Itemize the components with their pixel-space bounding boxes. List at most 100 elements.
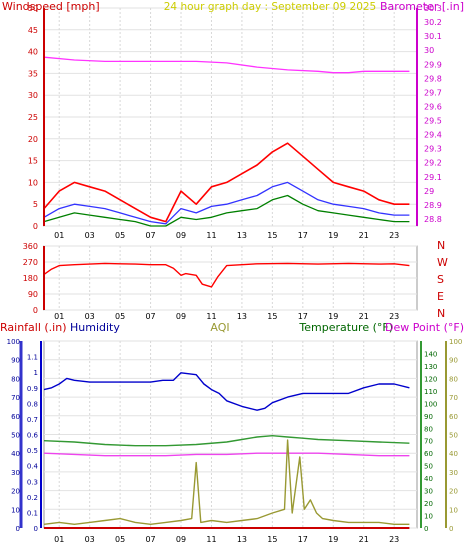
temperature-tick-label: 30 xyxy=(424,488,433,496)
rain-tick-label: 0.3 xyxy=(27,478,38,486)
windspeed-tick-label: 10 xyxy=(28,178,38,187)
chart-title: 24 hour graph day : September 09 2025 xyxy=(164,1,376,13)
temperature-tick-label: 140 xyxy=(424,350,437,358)
direction-tick-label: 360 xyxy=(23,242,38,251)
humidity-tick-label: 40 xyxy=(11,450,20,458)
barometer-tick-label: 29.4 xyxy=(424,131,442,140)
temperature-tick-label: 40 xyxy=(424,475,433,483)
x-tick-label: 09 xyxy=(176,535,186,544)
dew-point-line xyxy=(43,452,410,457)
windspeed-tick-label: 25 xyxy=(28,113,38,122)
aqi-tick-label: 70 xyxy=(449,394,458,402)
x-tick-label: 21 xyxy=(359,231,369,240)
aqi-tick-label: 60 xyxy=(449,413,458,421)
x-tick-label: 05 xyxy=(115,231,125,240)
gust-line xyxy=(43,142,410,223)
temperature-tick-label: 110 xyxy=(424,388,437,396)
x-tick-label: 11 xyxy=(206,312,216,321)
x-tick-label: 13 xyxy=(237,312,247,321)
x-tick-label: 17 xyxy=(298,231,308,240)
windspeed-tick-label: 50 xyxy=(28,4,38,13)
barometer-line xyxy=(43,56,410,74)
x-tick-label: 15 xyxy=(267,312,277,321)
aqi-tick-label: 100 xyxy=(449,338,462,346)
x-tick-label: 17 xyxy=(298,535,308,544)
rain-tick-label: 0 xyxy=(34,525,38,533)
aqi-tick-label: 50 xyxy=(449,432,458,440)
rain-tick-label: 1 xyxy=(34,369,38,377)
humidity-tick-label: 50 xyxy=(11,432,20,440)
windspeed-tick-label: 20 xyxy=(28,135,38,144)
x-tick-label: 03 xyxy=(85,231,95,240)
temperature-tick-label: 20 xyxy=(424,500,433,508)
windspeed-tick-label: 15 xyxy=(28,157,38,166)
barometer-tick-label: 29.9 xyxy=(424,60,442,69)
wind-direction-line xyxy=(43,262,410,288)
humidity-tick-label: 70 xyxy=(11,394,20,402)
temperature-axis-label: Temperature (°F) xyxy=(298,321,393,334)
aqi-tick-label: 10 xyxy=(449,506,458,514)
humidity-tick-label: 100 xyxy=(7,338,20,346)
x-tick-label: 23 xyxy=(389,231,399,240)
rain-tick-label: 0.1 xyxy=(27,509,38,517)
x-tick-label: 21 xyxy=(359,312,369,321)
direction-tick-label: 0 xyxy=(33,306,38,315)
compass-label: W xyxy=(437,256,448,269)
rain-tick-label: 0.6 xyxy=(27,432,39,440)
barometer-tick-label: 29 xyxy=(424,187,434,196)
x-tick-label: 23 xyxy=(389,535,399,544)
temperature-tick-label: 60 xyxy=(424,450,433,458)
barometer-tick-label: 28.9 xyxy=(424,201,442,210)
windspeed-tick-label: 5 xyxy=(33,200,38,209)
temperature-tick-label: 80 xyxy=(424,425,433,433)
humidity-tick-label: 10 xyxy=(11,506,20,514)
aqi-tick-label: 20 xyxy=(449,488,458,496)
rain-tick-label: 0.5 xyxy=(27,447,38,455)
temperature-line xyxy=(43,435,410,447)
x-tick-label: 03 xyxy=(85,312,95,321)
x-tick-label: 07 xyxy=(145,535,155,544)
x-tick-label: 13 xyxy=(237,535,247,544)
x-tick-label: 01 xyxy=(54,535,64,544)
x-tick-label: 15 xyxy=(267,535,277,544)
windspeed-tick-label: 35 xyxy=(28,69,38,78)
aqi-tick-label: 0 xyxy=(449,525,453,533)
rain-tick-label: 0.2 xyxy=(27,494,38,502)
barometer-tick-label: 29.8 xyxy=(424,74,442,83)
barometer-axis-label: Barometer [.in] xyxy=(380,0,464,13)
x-tick-label: 07 xyxy=(145,312,155,321)
barometer-tick-label: 30.2 xyxy=(424,18,442,27)
x-tick-label: 23 xyxy=(389,312,399,321)
windspeed-axis-label: Windspeed [mph] xyxy=(2,0,100,13)
direction-tick-label: 90 xyxy=(28,290,38,299)
rain-tick-label: 1.1 xyxy=(27,354,38,362)
humidity-axis-label: Humidity xyxy=(70,321,120,334)
direction-tick-label: 270 xyxy=(23,258,38,267)
windspeed-tick-label: 30 xyxy=(28,91,38,100)
barometer-tick-label: 29.7 xyxy=(424,88,442,97)
humidity-tick-label: 60 xyxy=(11,413,20,421)
temperature-tick-label: 10 xyxy=(424,513,433,521)
x-tick-label: 05 xyxy=(115,535,125,544)
x-tick-label: 09 xyxy=(176,312,186,321)
x-tick-label: 21 xyxy=(359,535,369,544)
x-tick-label: 03 xyxy=(85,535,95,544)
aqi-tick-label: 40 xyxy=(449,450,458,458)
dewpoint-axis-label: Dew Point (°F) xyxy=(385,321,464,334)
rainfall-axis-label: Rainfall (.in) xyxy=(0,321,67,334)
rain-tick-label: 0.7 xyxy=(27,416,38,424)
temperature-tick-label: 90 xyxy=(424,413,433,421)
humidity-tick-label: 90 xyxy=(11,357,20,365)
x-tick-label: 01 xyxy=(54,312,64,321)
x-tick-label: 05 xyxy=(115,312,125,321)
temperature-tick-label: 100 xyxy=(424,400,437,408)
temperature-tick-label: 130 xyxy=(424,363,437,371)
aqi-tick-label: 90 xyxy=(449,357,458,365)
aqi-tick-label: 30 xyxy=(449,469,458,477)
temperature-tick-label: 70 xyxy=(424,438,433,446)
x-tick-label: 19 xyxy=(328,312,338,321)
humidity-tick-label: 30 xyxy=(11,469,20,477)
x-tick-label: 13 xyxy=(237,231,247,240)
x-tick-label: 19 xyxy=(328,535,338,544)
temperature-tick-label: 120 xyxy=(424,375,437,383)
